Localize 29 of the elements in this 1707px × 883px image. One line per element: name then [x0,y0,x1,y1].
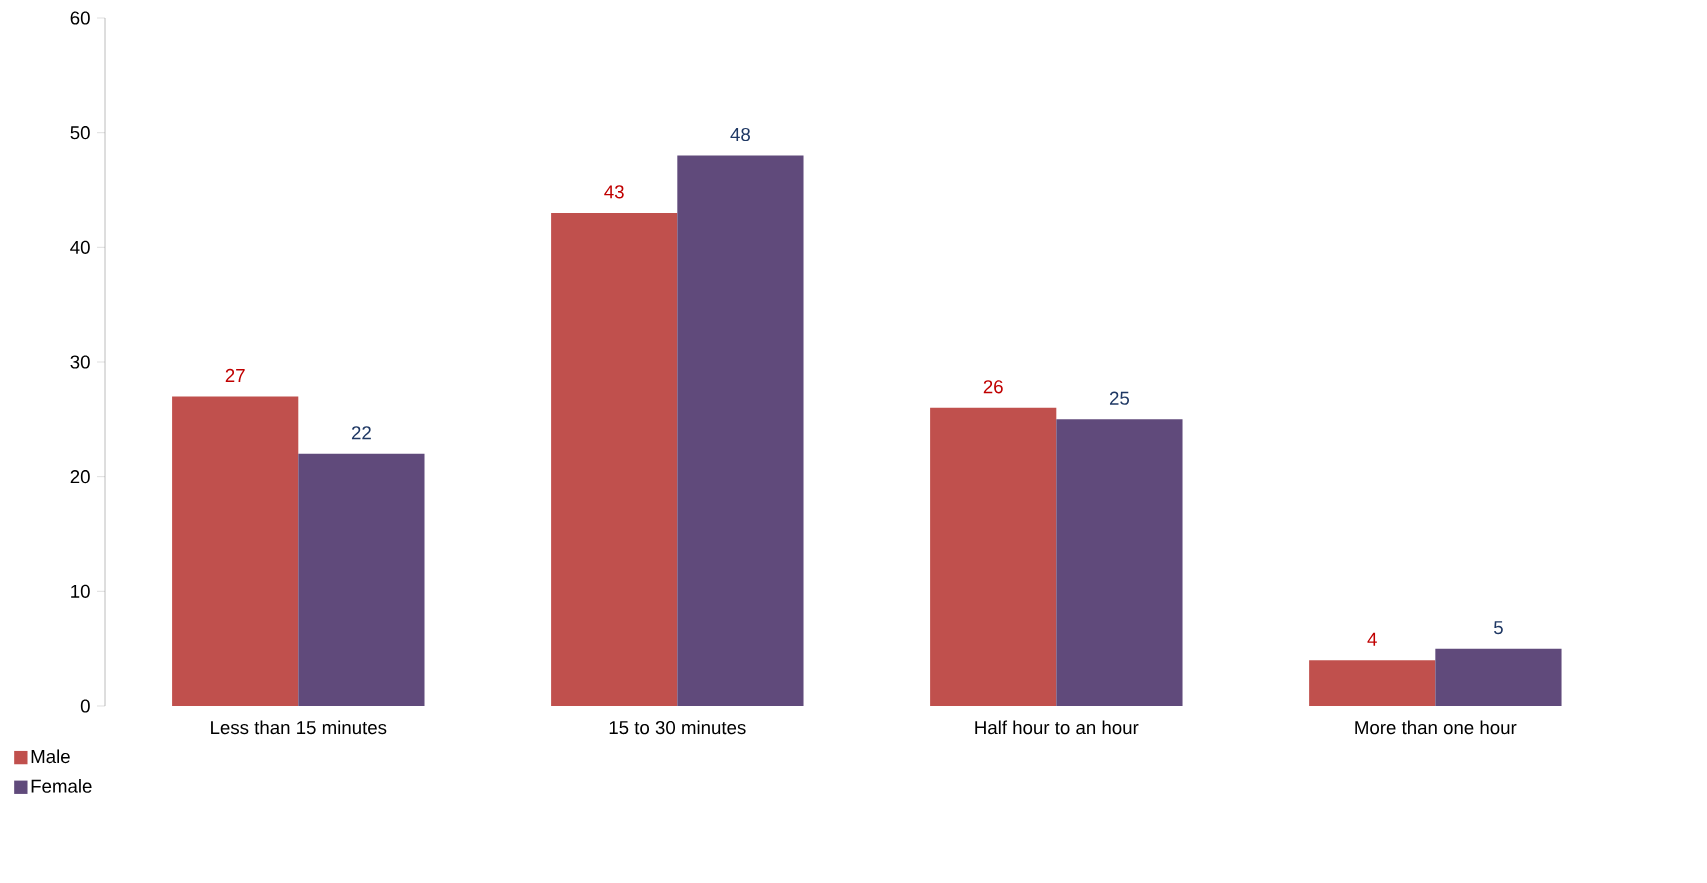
y-tick-label: 60 [70,11,90,25]
y-tick-label: 10 [71,584,90,598]
data-label: 43 [604,185,624,199]
y-tick-label: 40 [70,240,90,254]
bar [1435,648,1562,706]
legend-label: Female [31,779,92,793]
y-tick-label: 0 [80,699,90,713]
x-tick-label: Less than 15 minutes [211,720,387,735]
bar [1309,660,1436,706]
data-label: 27 [225,368,245,382]
bar [930,407,1057,706]
y-tick-label: 50 [70,126,90,140]
bar [172,396,299,706]
data-label: 26 [983,380,1003,394]
bar [551,212,678,706]
data-label: 22 [351,426,371,440]
bar [677,155,804,706]
y-tick-label: 30 [70,355,90,369]
bar [298,453,425,706]
x-tick-label: 15 to 30 minutes [609,720,746,735]
x-tick-label: Half hour to an hour [975,720,1139,735]
legend-label: Male [31,749,70,764]
data-label: 5 [1494,621,1503,635]
data-label: 48 [730,127,750,142]
x-tick-label: More than one hour [1355,720,1517,735]
bar [1056,419,1183,706]
data-label: 25 [1109,391,1130,405]
y-tick-label: 20 [70,470,90,484]
data-label: 4 [1367,632,1377,646]
